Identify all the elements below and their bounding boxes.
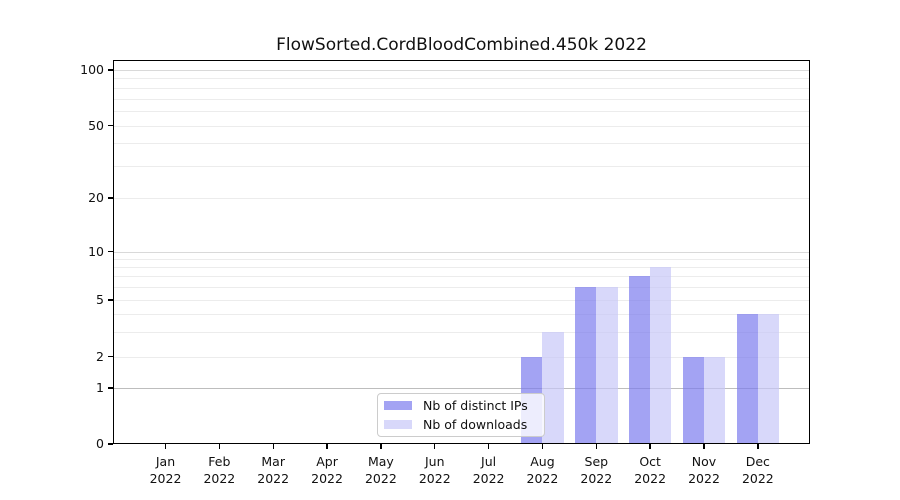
gridline-minor [113,267,810,269]
y-tick-label: 10 [88,243,104,259]
x-tick-label: Feb 2022 [203,454,236,486]
x-axis-tick [164,444,167,449]
gridline-minor [113,356,810,358]
y-axis-tick [108,299,113,301]
x-tick-label: Apr 2022 [311,454,343,486]
gridline-major [113,251,810,253]
x-axis-tick [487,444,490,449]
gridline-minor [113,258,810,260]
x-tick-label: Jan 2022 [149,454,182,486]
x-axis-tick [218,444,221,449]
y-axis-tick [108,443,113,445]
legend-item-downloads: Nb of downloads [384,417,536,432]
bar-downloads-nov [704,356,726,444]
gridline-major [113,70,810,71]
x-axis-tick [649,444,651,449]
gridline-minor [113,78,810,80]
bar-distinct-ips-oct [628,276,651,444]
y-axis-tick [108,197,113,199]
y-tick-label: 2 [96,348,104,364]
gridline-minor [113,287,810,289]
x-axis-tick [326,444,328,449]
gridline-minor [113,110,810,112]
bar-distinct-ips-sep [575,287,597,444]
gridline-minor [113,87,810,89]
y-tick-label: 20 [88,190,104,205]
x-tick-label: May 2022 [364,454,397,486]
gridline-minor [113,143,810,145]
bar-downloads-dec [757,313,780,444]
gridline-minor [113,125,810,127]
chart-title: FlowSorted.CordBloodCombined.450k 2022 [276,35,647,55]
gridline-minor [113,98,810,100]
bar-distinct-ips-nov [682,356,704,444]
x-tick-label: Aug 2022 [526,454,559,486]
y-axis-tick [108,387,113,389]
x-axis-tick [380,444,382,449]
x-axis-tick [272,444,274,449]
x-tick-label: Jul 2022 [472,454,505,486]
x-axis-tick [595,444,597,449]
y-tick-label: 1 [96,380,104,395]
bar-downloads-sep [596,287,618,444]
legend-swatch-distinct-ips [384,400,412,411]
gridline-minor [113,276,810,278]
legend-swatch-downloads [384,419,412,430]
legend-label-distinct-ips: Nb of distinct IPs [423,398,528,413]
x-axis-tick [434,444,436,449]
x-axis-tick [757,444,759,449]
y-tick-label: 50 [88,117,104,133]
x-tick-label: Oct 2022 [634,454,667,486]
gridline-minor [113,331,810,333]
y-tick-label: 5 [96,292,104,307]
bar-downloads-oct [650,267,672,444]
gridline-minor [113,313,810,315]
legend-box: Nb of distinct IPs Nb of downloads [377,393,545,437]
x-tick-label: Mar 2022 [257,454,290,486]
y-tick-label: 0 [96,436,104,451]
x-tick-label: Jun 2022 [418,454,451,486]
x-axis-tick [703,444,705,449]
y-axis-tick [108,124,113,127]
x-tick-label: Nov 2022 [688,454,720,486]
legend-label-downloads: Nb of downloads [423,417,528,432]
x-axis-tick [541,444,544,449]
bar-distinct-ips-dec [736,313,758,444]
legend-item-distinct-ips: Nb of distinct IPs [384,398,536,413]
x-tick-label: Dec 2022 [741,454,774,486]
bar-downloads-aug [542,331,564,444]
y-tick-label: 100 [80,62,104,77]
y-axis-tick [108,69,113,71]
x-tick-label: Sep 2022 [580,454,613,486]
y-axis-tick [108,250,113,253]
gridline-value-1 [113,388,810,389]
y-axis-tick [108,356,113,358]
gridline-minor [113,198,810,199]
gridline-minor [113,165,810,167]
gridline-minor [113,300,810,301]
